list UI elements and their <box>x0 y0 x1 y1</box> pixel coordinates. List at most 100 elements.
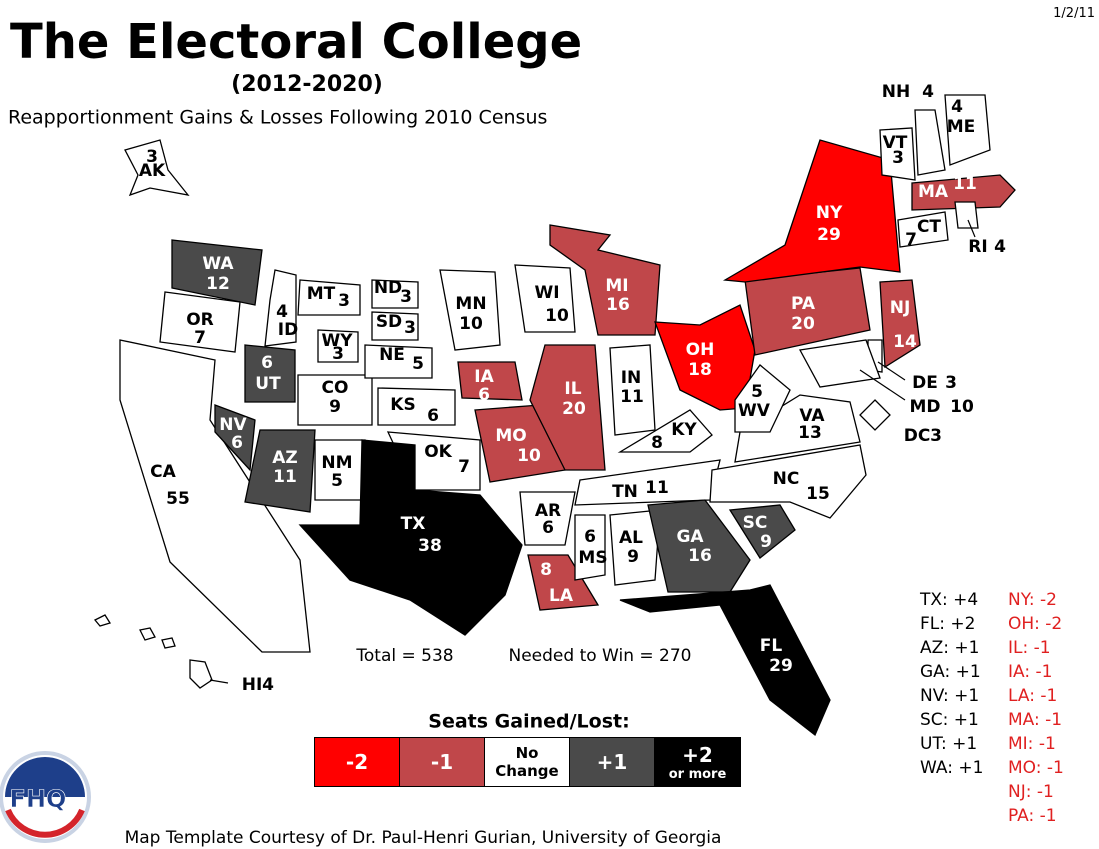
state-abbr: DE <box>912 373 938 393</box>
state-shape <box>214 404 256 472</box>
state-shape <box>364 344 433 379</box>
state-abbr: IL <box>564 379 581 399</box>
state-abbr: SC <box>743 513 768 533</box>
state-abbr: WY <box>321 331 353 351</box>
state-votes: 6 <box>231 433 243 453</box>
state-abbr: DC <box>904 426 931 446</box>
state-votes: 10 <box>545 306 569 326</box>
state-shape <box>514 264 576 333</box>
state-votes: 4 <box>951 97 963 117</box>
state-abbr: OH <box>686 340 715 360</box>
state-abbr: ID <box>278 320 298 340</box>
loss-entry: IL: -1 <box>1008 638 1051 658</box>
state-votes: 9 <box>627 547 639 567</box>
gain-entry: SC: +1 <box>920 710 979 730</box>
state-shape <box>297 374 373 426</box>
state-votes: 5 <box>331 471 343 491</box>
state-abbr: CA <box>150 462 176 482</box>
state-abbr: LA <box>549 586 574 606</box>
state-votes: 3 <box>146 147 158 167</box>
state-shape <box>647 499 751 593</box>
state-abbr: HI <box>242 675 263 695</box>
state-votes: 3 <box>400 287 412 307</box>
state-votes: 3 <box>930 426 942 446</box>
state-shape <box>709 444 867 519</box>
state-shape <box>897 211 949 248</box>
state-votes: 15 <box>806 484 830 504</box>
loss-entry: OH: -2 <box>1008 614 1062 634</box>
state-shape <box>911 174 1016 211</box>
loss-entry: PA: -1 <box>1008 806 1057 826</box>
legend-item: +2 or more <box>655 738 740 786</box>
state-shape <box>722 139 901 283</box>
state-shape <box>159 291 241 353</box>
state-shape <box>879 127 916 181</box>
legend-item: No Change <box>485 738 570 786</box>
state-votes: 3 <box>332 344 344 364</box>
island <box>93 614 112 627</box>
gain-entry: UT: +1 <box>920 734 977 754</box>
gain-entry: AZ: +1 <box>920 638 979 658</box>
state-abbr: VT <box>883 133 908 153</box>
legend-note: or more <box>668 766 727 782</box>
loss-entry: MI: -1 <box>1008 734 1056 754</box>
state-abbr: IN <box>621 368 642 388</box>
state-shape <box>944 94 991 166</box>
state-shape <box>371 279 419 309</box>
state-votes: 20 <box>562 399 586 419</box>
state-abbr: MO <box>495 426 526 446</box>
state-abbr: TX <box>401 514 426 534</box>
loss-entry: MA: -1 <box>1008 710 1062 730</box>
state-abbr: GA <box>676 527 704 547</box>
island <box>161 637 176 649</box>
state-votes: 16 <box>606 295 630 315</box>
state-votes: 16 <box>688 546 712 566</box>
gain-entry: WA: +1 <box>920 758 983 778</box>
state-shape <box>734 394 861 463</box>
state-votes: 9 <box>760 532 772 552</box>
state-shape <box>798 339 881 388</box>
state-shape <box>244 344 296 403</box>
state-votes: 9 <box>329 397 341 417</box>
needed: Needed to Win = 270 <box>509 646 692 666</box>
state-shape <box>297 279 361 316</box>
state-shape <box>519 491 576 546</box>
state-abbr: OR <box>186 310 214 330</box>
state-shape <box>171 239 263 306</box>
state-abbr: KY <box>671 420 697 440</box>
state-votes: 3 <box>892 148 904 168</box>
state-shape <box>264 269 297 347</box>
state-abbr: KS <box>390 395 415 415</box>
state-abbr: FL <box>760 636 783 656</box>
state-shape <box>244 429 316 513</box>
state-votes: 29 <box>817 225 841 245</box>
total: Total = 538 <box>355 646 453 666</box>
leader-lines <box>209 219 976 684</box>
state-abbr: NM <box>321 453 352 473</box>
state-shape <box>371 311 419 341</box>
state-shape <box>914 109 946 176</box>
legend-title: Seats Gained/Lost: <box>428 711 629 733</box>
state-abbr: MA <box>918 182 949 202</box>
state-votes: 6 <box>542 518 554 538</box>
state-votes: 7 <box>458 457 470 477</box>
state-shape <box>617 409 713 453</box>
state-shape <box>124 139 190 197</box>
loss-entry: MO: -1 <box>1008 758 1064 778</box>
state-votes: 38 <box>418 536 442 556</box>
state-abbr: MN <box>455 294 486 314</box>
state-abbr: MS <box>578 548 607 568</box>
state-abbr: UT <box>255 374 281 394</box>
state-votes: 4 <box>994 237 1006 257</box>
state-abbr: RI <box>968 237 987 257</box>
state-votes: 6 <box>478 385 490 405</box>
state-abbr: WV <box>738 401 771 421</box>
state-abbr: PA <box>791 294 816 314</box>
state-votes: 8 <box>540 560 552 580</box>
state-votes: 3 <box>338 291 350 311</box>
state-abbr: AR <box>535 501 561 521</box>
legend-label: -1 <box>430 750 454 774</box>
state-votes: 4 <box>922 82 934 102</box>
